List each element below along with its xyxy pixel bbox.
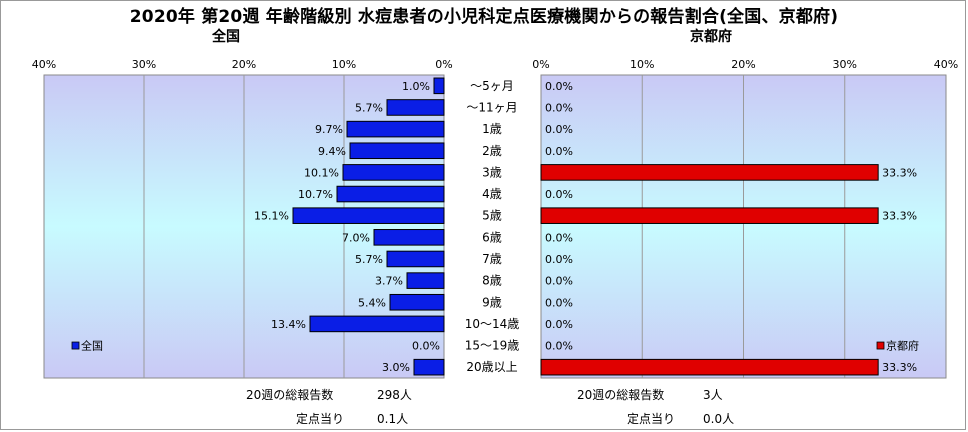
national-bar bbox=[346, 120, 445, 138]
category-label: 6歳 bbox=[482, 230, 502, 244]
national-bar bbox=[413, 358, 445, 376]
kyoto-value-label: 0.0% bbox=[545, 145, 573, 158]
kyoto-value-label: 0.0% bbox=[545, 123, 573, 136]
national-value-label: 7.0% bbox=[342, 231, 370, 244]
kyoto-value-label: 0.0% bbox=[545, 231, 573, 244]
right-per-point-value: 0.0人 bbox=[703, 412, 735, 426]
national-bar bbox=[386, 250, 445, 268]
kyoto-value-label: 0.0% bbox=[545, 188, 573, 201]
category-label: 15～19歳 bbox=[465, 339, 520, 353]
kyoto-bar bbox=[540, 358, 879, 376]
kyoto-bar bbox=[540, 164, 879, 181]
national-value-label: 10.1% bbox=[304, 166, 339, 179]
right-total-value: 3人 bbox=[703, 388, 723, 402]
category-label: ～5ヶ月 bbox=[470, 79, 514, 93]
kyoto-value-label: 0.0% bbox=[545, 275, 573, 288]
category-label: 10～14歳 bbox=[465, 317, 520, 331]
national-value-label: 5.7% bbox=[355, 101, 383, 114]
legend-national-swatch bbox=[71, 341, 80, 350]
left-per-point-label: 定点当り bbox=[296, 412, 345, 426]
category-label: 1歳 bbox=[482, 122, 502, 136]
national-value-label: 3.7% bbox=[375, 275, 403, 288]
national-value-label: 5.4% bbox=[358, 296, 386, 309]
right-total-label: 20週の総報告数 bbox=[577, 388, 665, 402]
kyoto-value-label: 0.0% bbox=[545, 80, 573, 93]
kyoto-value-label: 33.3% bbox=[882, 210, 917, 223]
right-tick-label: 30% bbox=[833, 58, 857, 71]
category-label: 2歳 bbox=[482, 144, 502, 158]
category-label: 5歳 bbox=[482, 209, 502, 223]
kyoto-value-label: 0.0% bbox=[545, 340, 573, 353]
national-value-label: 15.1% bbox=[254, 210, 289, 223]
national-bar bbox=[386, 99, 445, 116]
right-per-point-label: 定点当り bbox=[627, 412, 676, 426]
national-value-label: 5.7% bbox=[355, 253, 383, 266]
national-bar bbox=[373, 229, 445, 246]
category-label: 7歳 bbox=[482, 252, 502, 266]
category-label: 3歳 bbox=[482, 165, 502, 179]
kyoto-value-label: 33.3% bbox=[882, 361, 917, 374]
national-value-label: 9.7% bbox=[315, 123, 343, 136]
kyoto-bar bbox=[540, 207, 879, 224]
chart-title: 2020年 第20週 年齢階級別 水痘患者の小児科定点医療機関からの報告割合(全… bbox=[129, 7, 839, 27]
category-label: 4歳 bbox=[482, 187, 502, 201]
category-label: 20歳以上 bbox=[466, 360, 517, 374]
right-tick-label: 40% bbox=[934, 58, 958, 71]
national-bar bbox=[433, 77, 445, 95]
national-bar bbox=[336, 185, 445, 203]
kyoto-value-label: 0.0% bbox=[545, 296, 573, 309]
right-tick-label: 10% bbox=[630, 58, 654, 71]
kyoto-value-label: 0.0% bbox=[545, 253, 573, 266]
national-bar bbox=[292, 207, 445, 224]
legend-kyoto-label: 京都府 bbox=[886, 339, 919, 353]
left-tick-label: 10% bbox=[332, 58, 356, 71]
kyoto-value-label: 0.0% bbox=[545, 318, 573, 331]
left-per-point-value: 0.1人 bbox=[377, 412, 409, 426]
category-label: ～11ヶ月 bbox=[466, 100, 517, 114]
left-tick-label: 30% bbox=[132, 58, 156, 71]
legend-kyoto-swatch bbox=[876, 341, 885, 350]
left-chart-title: 全国 bbox=[212, 29, 240, 45]
national-value-label: 9.4% bbox=[318, 145, 346, 158]
left-tick-label: 40% bbox=[32, 58, 56, 71]
national-bar bbox=[309, 315, 445, 333]
left-tick-label: 0% bbox=[435, 58, 452, 71]
kyoto-value-label: 0.0% bbox=[545, 101, 573, 114]
category-label: 8歳 bbox=[482, 274, 502, 288]
national-bar bbox=[406, 272, 445, 289]
national-value-label: 10.7% bbox=[298, 188, 333, 201]
category-label: 9歳 bbox=[482, 295, 502, 309]
national-bar bbox=[342, 164, 445, 181]
national-bar bbox=[349, 142, 445, 160]
national-bar bbox=[389, 293, 445, 311]
right-chart-title: 京都府 bbox=[690, 29, 732, 45]
left-total-label: 20週の総報告数 bbox=[246, 388, 334, 402]
legend-national-label: 全国 bbox=[81, 339, 103, 353]
right-tick-label: 20% bbox=[731, 58, 755, 71]
kyoto-value-label: 33.3% bbox=[882, 166, 917, 179]
national-value-label: 3.0% bbox=[382, 361, 410, 374]
left-tick-label: 20% bbox=[232, 58, 256, 71]
national-value-label: 1.0% bbox=[402, 80, 430, 93]
right-tick-label: 0% bbox=[532, 58, 549, 71]
national-value-label: 13.4% bbox=[271, 318, 306, 331]
left-total-value: 298人 bbox=[377, 388, 412, 402]
national-value-label: 0.0% bbox=[412, 340, 440, 353]
